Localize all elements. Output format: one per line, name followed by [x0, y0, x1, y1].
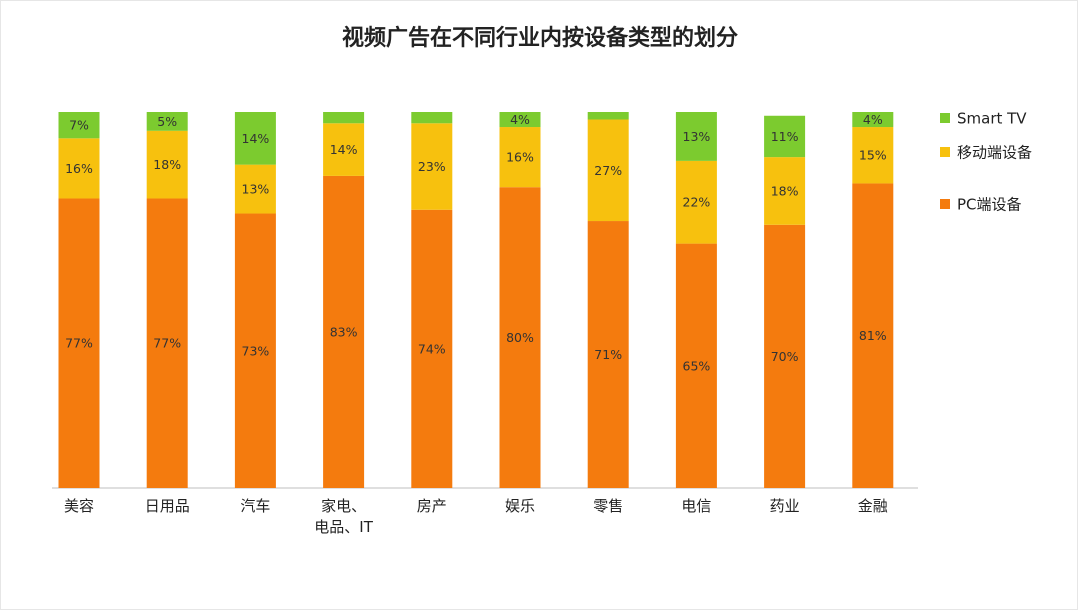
bar-segment — [323, 175, 365, 489]
bar-segment — [852, 127, 894, 184]
category-label: 金融 — [858, 497, 888, 515]
data-label: 81% — [859, 328, 887, 343]
category-label: 日用品 — [145, 497, 190, 515]
category-label: 电品、IT — [314, 518, 373, 536]
data-label: 5% — [157, 114, 177, 129]
bar-segment — [764, 115, 806, 158]
bar-segment — [587, 112, 629, 120]
data-label: 18% — [153, 157, 181, 172]
data-label: 80% — [506, 330, 534, 345]
bar-segment — [675, 160, 717, 244]
data-label: 77% — [153, 336, 181, 351]
data-label: 13% — [683, 129, 711, 144]
data-label: 77% — [65, 336, 93, 351]
bar-segment — [499, 112, 541, 128]
bar-segment — [146, 112, 188, 131]
data-label: 11% — [771, 129, 799, 144]
bar-segment — [587, 221, 629, 489]
bar-segment — [411, 112, 453, 124]
bar-segment — [146, 198, 188, 489]
category-label: 娱乐 — [505, 497, 535, 515]
data-label: 4% — [510, 112, 530, 127]
data-label: 23% — [418, 159, 446, 174]
bar-segment — [499, 187, 541, 488]
bar-segment — [852, 183, 894, 488]
legend-swatch — [940, 147, 950, 157]
data-label: 4% — [863, 112, 883, 127]
legend-label: 移动端设备 — [957, 144, 1032, 162]
legend-swatch — [940, 199, 950, 209]
data-label: 15% — [859, 148, 887, 163]
bar-segment — [764, 224, 806, 489]
bar-segment — [58, 198, 100, 489]
category-label: 电信 — [681, 497, 711, 515]
bar-segment — [411, 123, 453, 210]
category-label: 房产 — [417, 497, 447, 515]
data-label: 18% — [771, 183, 799, 198]
bar-segment — [587, 119, 629, 222]
bar-segment — [234, 164, 276, 214]
data-label: 14% — [242, 131, 270, 146]
data-label: 22% — [683, 195, 711, 210]
data-label: 70% — [771, 349, 799, 364]
data-label: 71% — [594, 347, 622, 362]
bar-segment — [58, 112, 100, 139]
bar-segment — [764, 157, 806, 225]
bar-segment — [323, 123, 365, 176]
data-label: 73% — [242, 343, 270, 358]
category-label: 零售 — [593, 497, 623, 515]
category-label: 汽车 — [240, 497, 270, 515]
bar-segment — [411, 209, 453, 488]
bar-segment — [675, 112, 717, 161]
legend-swatch — [940, 113, 950, 123]
data-label: 14% — [330, 142, 358, 157]
data-label: 27% — [594, 163, 622, 178]
chart-title: 视频广告在不同行业内按设备类型的划分 — [341, 26, 738, 51]
category-label: 美容 — [64, 497, 94, 515]
category-label: 药业 — [770, 497, 800, 515]
bar-segment — [234, 213, 276, 488]
bar-segment — [675, 243, 717, 488]
data-label: 13% — [242, 182, 270, 197]
bar-segment — [146, 130, 188, 199]
bar-segment — [499, 127, 541, 188]
legend-label: PC端设备 — [957, 196, 1022, 214]
data-label: 16% — [65, 161, 93, 176]
legend-label: Smart TV — [957, 110, 1027, 128]
data-label: 16% — [506, 150, 534, 165]
data-label: 65% — [683, 358, 711, 373]
bar-segment — [58, 138, 100, 199]
data-label: 74% — [418, 341, 446, 356]
bar-segment — [323, 112, 365, 124]
data-label: 7% — [69, 118, 89, 133]
bar-segment — [234, 112, 276, 165]
bar-segment — [852, 112, 894, 128]
category-label: 家电、 — [321, 497, 366, 515]
data-label: 83% — [330, 324, 358, 339]
